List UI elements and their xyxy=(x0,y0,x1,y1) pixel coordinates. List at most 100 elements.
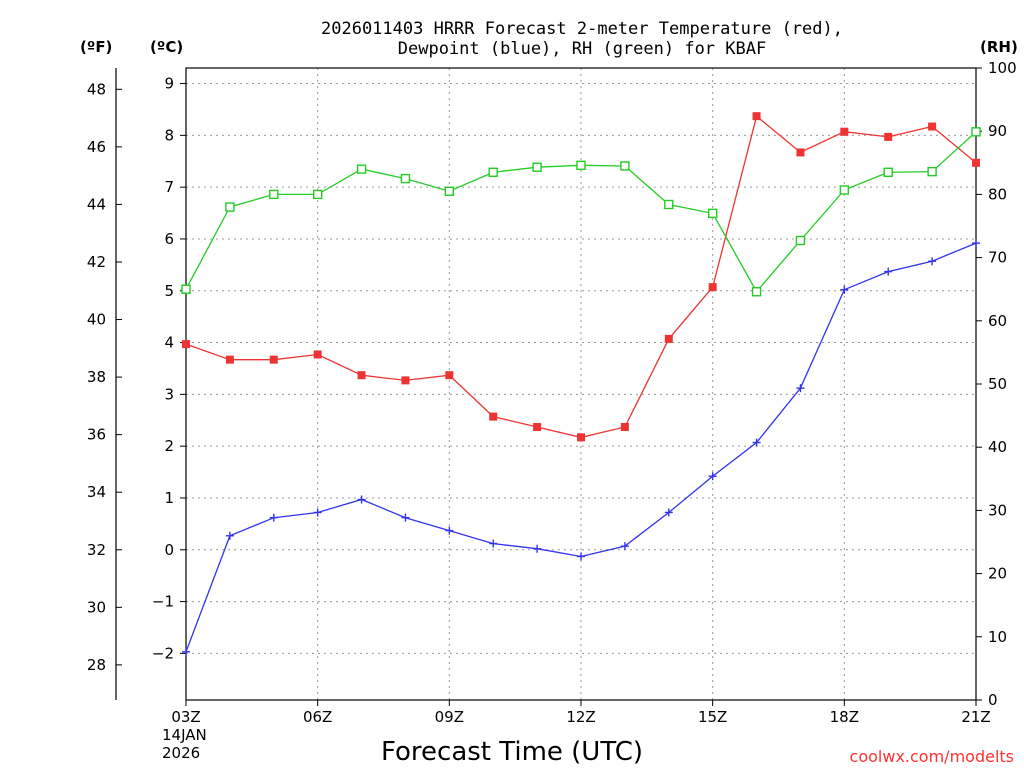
x-date-year: 2026 xyxy=(162,744,200,762)
temperature-point xyxy=(269,355,278,364)
rh-tick-label: 10 xyxy=(988,628,1007,646)
rh-point xyxy=(751,287,762,297)
x-tick-label: 03Z xyxy=(171,708,200,726)
fahrenheit-tick-label: 44 xyxy=(87,195,106,213)
temperature-point xyxy=(577,433,585,442)
rh-tick-label: 20 xyxy=(988,565,1007,583)
dewpoint-point xyxy=(840,285,849,294)
rh-point xyxy=(971,127,981,137)
fahrenheit-tick-label: 30 xyxy=(87,598,106,616)
x-tick-label: 09Z xyxy=(435,708,464,726)
fahrenheit-tick-label: 48 xyxy=(87,80,106,98)
rh-point xyxy=(707,208,718,219)
chart-title-line-1: 2026011403 HRRR Forecast 2-meter Tempera… xyxy=(321,19,843,39)
x-tick-label: 12Z xyxy=(566,708,595,726)
dewpoint-point xyxy=(752,438,761,447)
temperature-point xyxy=(620,422,629,431)
celsius-tick-label: −1 xyxy=(152,593,174,611)
rh-point xyxy=(883,167,893,177)
fahrenheit-tick-label: 40 xyxy=(87,311,106,329)
rh-tick-label: 90 xyxy=(988,122,1007,140)
temperature-point xyxy=(401,376,410,385)
fahrenheit-tick-label: 36 xyxy=(87,426,106,444)
temperature-point xyxy=(445,371,454,380)
dewpoint-point xyxy=(620,542,629,551)
dewpoint-point xyxy=(708,472,717,481)
dewpoint-point xyxy=(313,508,322,517)
chart-title-line-2: Dewpoint (blue), RH (green) for KBAF xyxy=(398,39,766,59)
dewpoint-point xyxy=(357,495,366,504)
celsius-tick-label: 6 xyxy=(164,230,174,248)
temperature-point xyxy=(182,340,190,349)
rh-point xyxy=(181,284,191,294)
fahrenheit-tick-label: 46 xyxy=(87,138,106,156)
celsius-tick-label: 4 xyxy=(164,334,174,352)
rh-tick-label: 60 xyxy=(988,312,1007,330)
fahrenheit-unit-label: (ºF) xyxy=(80,38,112,56)
dewpoint-point xyxy=(928,257,937,266)
rh-point xyxy=(444,186,455,196)
fahrenheit-tick-label: 28 xyxy=(87,656,106,674)
rh-point xyxy=(225,202,235,212)
temperature-point xyxy=(928,122,937,131)
celsius-tick-label: 2 xyxy=(164,437,174,455)
credit-text: coolwx.com/modelts xyxy=(850,747,1014,766)
fahrenheit-tick-label: 42 xyxy=(87,253,106,271)
temperature-point xyxy=(972,158,980,167)
celsius-tick-label: 1 xyxy=(164,489,174,507)
temperature-point xyxy=(357,371,366,380)
rh-point xyxy=(620,161,630,171)
fahrenheit-tick-label: 38 xyxy=(87,368,106,386)
rh-point xyxy=(312,189,323,200)
dewpoint-point xyxy=(269,513,278,522)
dewpoint-point xyxy=(972,239,980,248)
celsius-tick-label: 0 xyxy=(164,541,174,559)
temperature-point xyxy=(840,127,849,136)
rh-tick-label: 70 xyxy=(988,249,1007,267)
dewpoint-point xyxy=(533,544,542,553)
fahrenheit-tick-label: 32 xyxy=(87,541,106,559)
celsius-tick-label: 7 xyxy=(164,178,174,196)
x-tick-label: 18Z xyxy=(830,708,859,726)
rh-unit-label: (RH) xyxy=(980,38,1018,56)
temperature-point xyxy=(664,334,673,343)
rh-point xyxy=(927,166,937,177)
dewpoint-point xyxy=(577,552,585,561)
rh-tick-label: 100 xyxy=(988,59,1017,77)
data-series xyxy=(181,112,981,656)
x-tick-label: 21Z xyxy=(961,708,990,726)
temperature-point xyxy=(533,422,542,431)
temperature-point xyxy=(752,112,761,121)
axes: −2−1012345678928303234363840424446480102… xyxy=(87,59,1017,726)
temperature-point xyxy=(708,283,717,292)
dewpoint-point xyxy=(664,508,673,517)
rh-tick-label: 30 xyxy=(988,501,1007,519)
celsius-tick-label: 8 xyxy=(164,126,174,144)
rh-point xyxy=(356,164,367,174)
rh-point xyxy=(576,160,586,171)
fahrenheit-tick-label: 34 xyxy=(87,483,106,501)
dewpoint-point xyxy=(445,526,454,535)
celsius-tick-label: 5 xyxy=(164,282,174,300)
x-tick-label: 06Z xyxy=(303,708,332,726)
x-tick-label: 15Z xyxy=(698,708,727,726)
x-axis-title: Forecast Time (UTC) xyxy=(381,737,643,767)
temperature-point xyxy=(313,350,322,359)
temperature-point xyxy=(796,148,805,157)
celsius-tick-label: 3 xyxy=(164,385,174,403)
temperature-point xyxy=(489,412,498,421)
dewpoint-point xyxy=(884,267,893,276)
rh-point xyxy=(664,199,674,210)
rh-point xyxy=(795,235,806,246)
celsius-tick-label: −2 xyxy=(152,644,174,662)
dewpoint-point xyxy=(796,384,805,393)
rh-tick-label: 40 xyxy=(988,438,1007,456)
rh-tick-label: 80 xyxy=(988,185,1007,203)
rh-point xyxy=(488,167,498,177)
temperature-point xyxy=(225,355,234,364)
rh-point xyxy=(400,173,411,184)
rh-point xyxy=(269,189,279,200)
rh-point xyxy=(532,162,542,172)
dewpoint-point xyxy=(182,647,190,656)
